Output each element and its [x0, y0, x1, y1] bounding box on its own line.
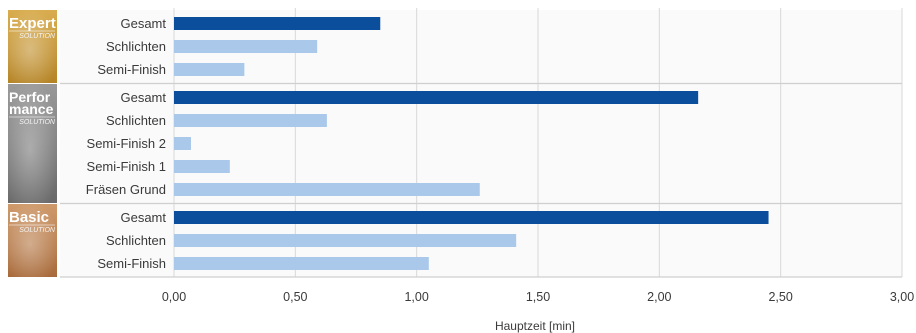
x-tick-label: 2,00 [647, 290, 671, 304]
group-badge-shine [8, 10, 57, 83]
bar [174, 17, 381, 30]
group-badge-title: mance [9, 101, 54, 117]
category-label: Gesamt [120, 210, 166, 225]
category-label: Schlichten [106, 39, 166, 54]
x-tick-label: 2,50 [768, 290, 792, 304]
category-label: Fräsen Grund [86, 182, 166, 197]
group-badge-subtitle: SOLUTION [19, 33, 56, 40]
category-label: Semi-Finish 2 [87, 136, 166, 151]
bar [174, 183, 480, 196]
group-badge-shine [8, 204, 57, 277]
bar [174, 211, 769, 224]
x-tick-label: 1,00 [404, 290, 428, 304]
group-separators [60, 82, 902, 278]
group-badge-subtitle: SOLUTION [19, 227, 56, 234]
bar [174, 137, 191, 150]
bars [174, 17, 769, 270]
group-badge-title: Basic [9, 209, 49, 226]
bar [174, 63, 245, 76]
group-badge-subtitle: SOLUTION [19, 119, 56, 126]
x-tick-label: 0,00 [162, 290, 186, 304]
category-label: Semi-Finish [97, 62, 166, 77]
bar [174, 91, 699, 104]
category-label: Schlichten [106, 233, 166, 248]
category-label: Gesamt [120, 90, 166, 105]
group-badge-title: Perfor [9, 89, 51, 105]
category-labels: Gesamt Schlichten Semi-Finish Gesamt Schlich… [86, 16, 167, 271]
bar [174, 257, 429, 270]
category-label: Schlichten [106, 113, 166, 128]
x-tick-label: 0,50 [283, 290, 307, 304]
bar [174, 234, 517, 247]
category-label: Semi-Finish 1 [87, 159, 166, 174]
x-axis-title: Hauptzeit [min] [495, 319, 575, 333]
category-label: Semi-Finish [97, 256, 166, 271]
bar [174, 114, 327, 127]
x-tick-labels: 0,00 0,50 1,00 1,50 2,00 2,50 3,00 [162, 290, 914, 304]
x-tick-label: 1,50 [526, 290, 550, 304]
group-badge-title: Expert [9, 15, 56, 32]
group-badges: ExpertSOLUTIONPerformanceSOLUTIONBasicSO… [8, 10, 57, 277]
group-badge-shine [8, 84, 57, 203]
bar [174, 160, 230, 173]
bar [174, 40, 318, 53]
x-tick-label: 3,00 [890, 290, 914, 304]
category-label: Gesamt [120, 16, 166, 31]
